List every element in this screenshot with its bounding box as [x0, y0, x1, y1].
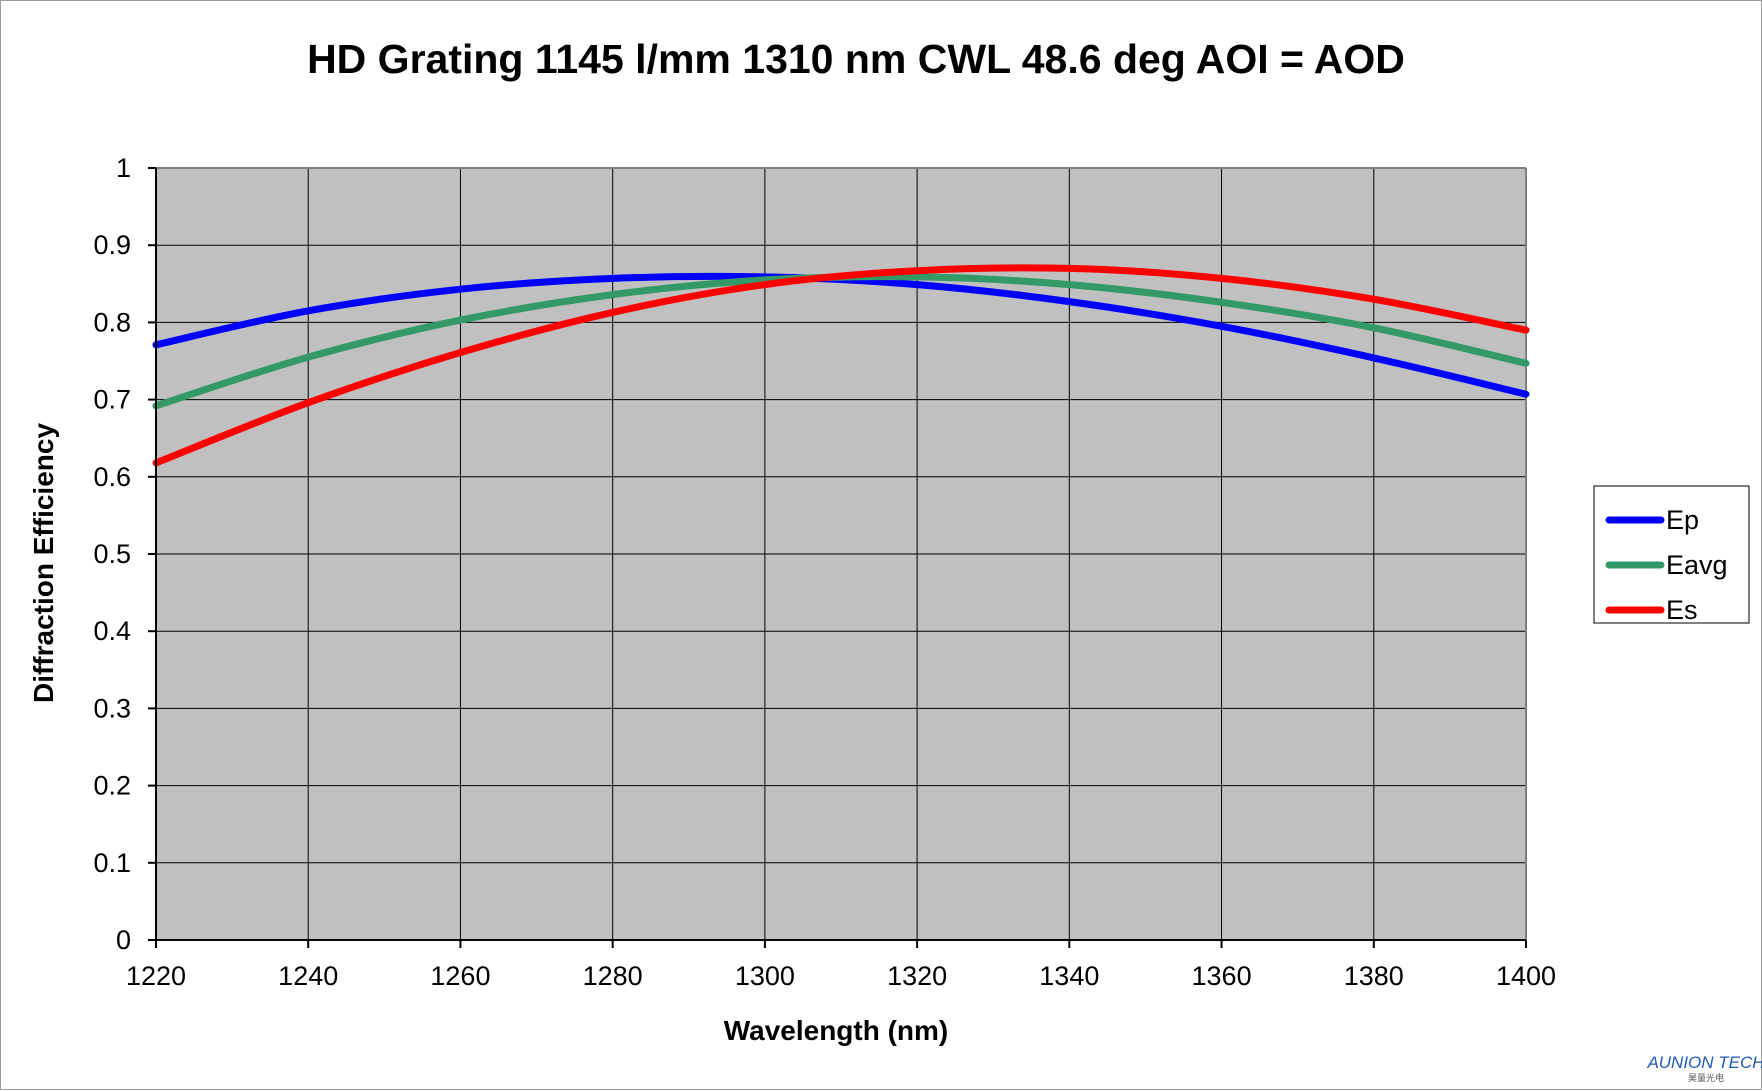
- x-tick-label: 1340: [1039, 961, 1099, 991]
- x-tick-label: 1260: [430, 961, 490, 991]
- y-tick-label: 0.3: [93, 693, 131, 723]
- legend: Ep Eavg Es: [1593, 485, 1750, 625]
- y-tick-label: 1: [116, 153, 131, 183]
- y-tick-labels: 0 0.1 0.2 0.3 0.4 0.5 0.6 0.7 0.8 0.9 1: [93, 153, 131, 955]
- chart-title: HD Grating 1145 l/mm 1310 nm CWL 48.6 de…: [307, 36, 1405, 82]
- x-tick-label: 1220: [126, 961, 186, 991]
- axes: [148, 167, 1527, 948]
- legend-label-eavg: Eavg: [1666, 550, 1728, 580]
- x-tick-label: 1300: [735, 961, 795, 991]
- legend-label-ep: Ep: [1666, 505, 1699, 535]
- x-tick-label: 1360: [1192, 961, 1252, 991]
- y-tick-label: 0.2: [93, 771, 131, 801]
- x-tick-label: 1400: [1496, 961, 1556, 991]
- y-tick-label: 0.6: [93, 462, 131, 492]
- legend-box: [1593, 485, 1750, 624]
- y-axis-title: Diffraction Efficiency: [28, 423, 59, 703]
- y-tick-label: 0.7: [93, 385, 131, 415]
- y-tick-label: 0.1: [93, 848, 131, 878]
- legend-label-es: Es: [1666, 595, 1698, 625]
- y-tick-label: 0.4: [93, 616, 131, 646]
- series-line-es: [152, 264, 1530, 467]
- y-tick-label: 0: [116, 925, 131, 955]
- watermark-subtext: 昊量光电: [1688, 1072, 1724, 1083]
- x-tick-labels: 1220 1240 1260 1280 1300 1320 1340 1360 1380 1400: [126, 961, 1556, 991]
- watermark-text: AUNION TECH: [1646, 1053, 1762, 1072]
- y-tick-label: 0.5: [93, 539, 131, 569]
- x-axis-title: Wavelength (nm): [724, 1015, 949, 1046]
- x-tick-label: 1320: [887, 961, 947, 991]
- y-tick-label: 0.9: [93, 230, 131, 260]
- x-tick-label: 1280: [583, 961, 643, 991]
- y-tick-label: 0.8: [93, 307, 131, 337]
- x-tick-label: 1380: [1344, 961, 1404, 991]
- series-layer: [152, 264, 1530, 467]
- watermark-logo: AUNION TECH 昊量光电: [1646, 1053, 1762, 1083]
- x-tick-label: 1240: [278, 961, 338, 991]
